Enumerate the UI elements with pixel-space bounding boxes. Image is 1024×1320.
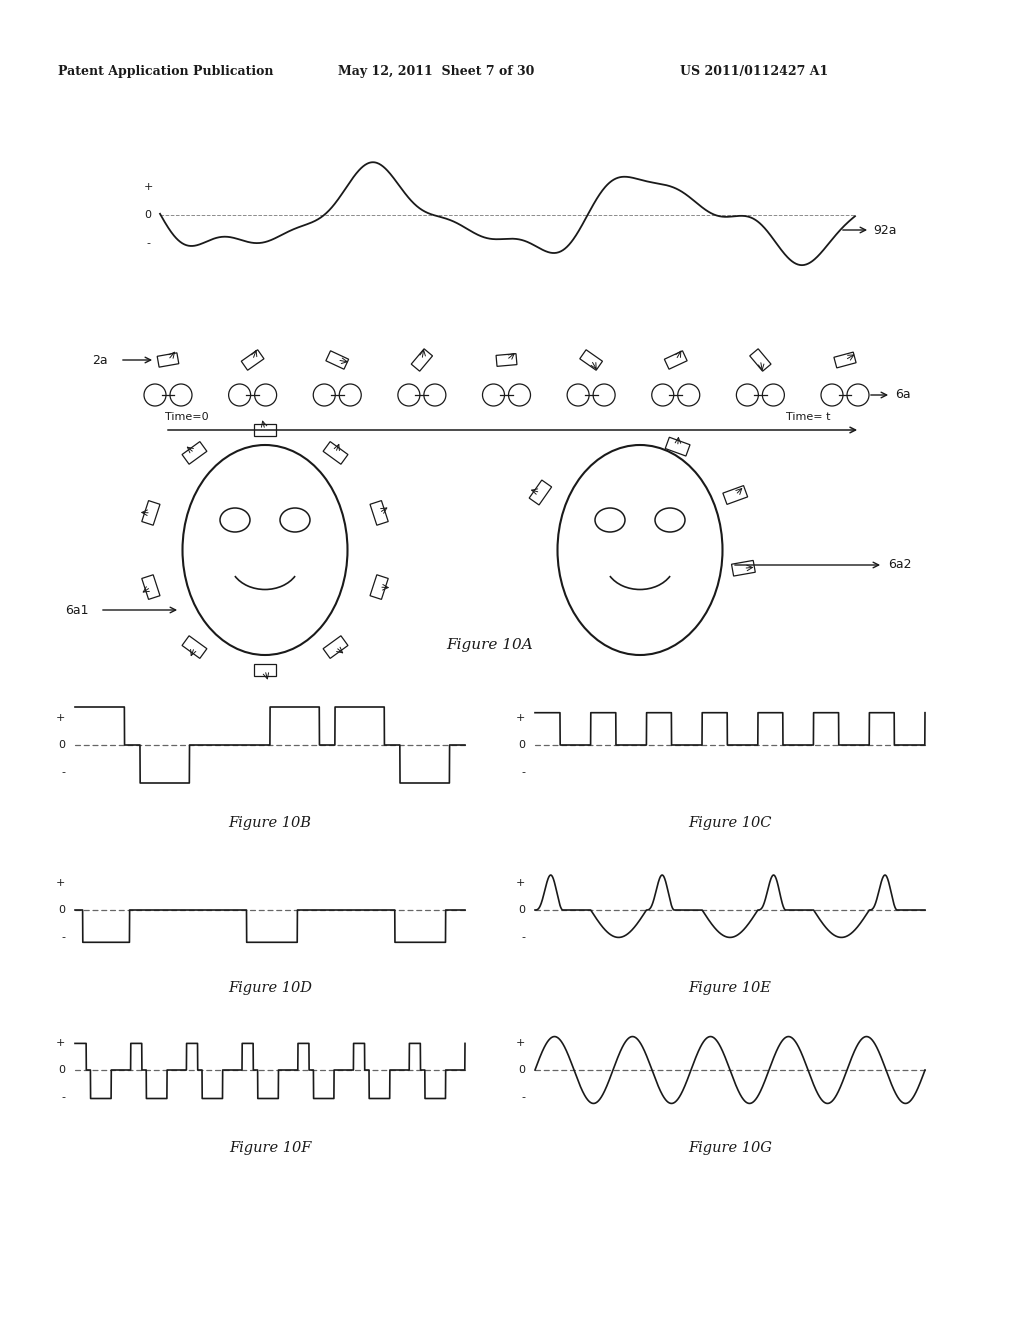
Text: -: - (521, 1092, 525, 1102)
Bar (158, 352, 179, 367)
Text: Time= t: Time= t (785, 412, 830, 422)
Text: +: + (55, 1039, 65, 1048)
Bar (412, 348, 432, 371)
Text: Figure 10D: Figure 10D (228, 981, 312, 995)
Text: 2a: 2a (92, 354, 108, 367)
Text: Figure 10G: Figure 10G (688, 1140, 772, 1155)
Text: -: - (61, 767, 65, 776)
Text: 0: 0 (144, 210, 152, 220)
Bar (529, 480, 552, 506)
Text: -: - (521, 767, 525, 776)
Bar (254, 424, 276, 436)
Bar (182, 442, 207, 465)
Text: -: - (521, 932, 525, 941)
Text: +: + (516, 713, 525, 723)
Text: Patent Application Publication: Patent Application Publication (58, 66, 273, 78)
Bar (580, 350, 602, 370)
Text: -: - (61, 932, 65, 941)
Text: +: + (516, 1039, 525, 1048)
Bar (750, 348, 771, 371)
Bar (141, 500, 160, 525)
Bar (731, 561, 756, 576)
Text: US 2011/0112427 A1: US 2011/0112427 A1 (680, 66, 828, 78)
Bar (242, 350, 264, 370)
Bar (324, 442, 348, 465)
Text: Figure 10A: Figure 10A (446, 638, 534, 652)
Bar (324, 636, 348, 659)
Text: Figure 10C: Figure 10C (688, 816, 772, 830)
Text: +: + (516, 878, 525, 888)
Text: +: + (55, 878, 65, 888)
Text: +: + (143, 182, 153, 191)
Text: Figure 10F: Figure 10F (228, 1140, 311, 1155)
Text: 6a2: 6a2 (888, 558, 911, 572)
Bar (666, 437, 690, 455)
Text: 0: 0 (58, 741, 65, 750)
Bar (723, 486, 748, 504)
Bar (326, 351, 348, 370)
Bar (665, 351, 687, 370)
Text: May 12, 2011  Sheet 7 of 30: May 12, 2011 Sheet 7 of 30 (338, 66, 535, 78)
Text: 92a: 92a (873, 223, 896, 236)
Text: 0: 0 (518, 906, 525, 915)
Bar (370, 574, 388, 599)
Text: -: - (61, 1092, 65, 1102)
Text: 0: 0 (58, 1065, 65, 1074)
Bar (370, 500, 388, 525)
Text: 0: 0 (518, 1065, 525, 1074)
Bar (141, 574, 160, 599)
Text: +: + (55, 713, 65, 723)
Text: Figure 10B: Figure 10B (228, 816, 311, 830)
Text: -: - (146, 238, 150, 248)
Bar (254, 664, 276, 676)
Bar (496, 354, 517, 367)
Bar (834, 352, 856, 368)
Text: Figure 10E: Figure 10E (688, 981, 771, 995)
Text: 6a: 6a (895, 388, 910, 401)
Text: Time=0: Time=0 (165, 412, 209, 422)
Bar (182, 636, 207, 659)
Text: 6a1: 6a1 (65, 603, 88, 616)
Text: 0: 0 (518, 741, 525, 750)
Text: 0: 0 (58, 906, 65, 915)
